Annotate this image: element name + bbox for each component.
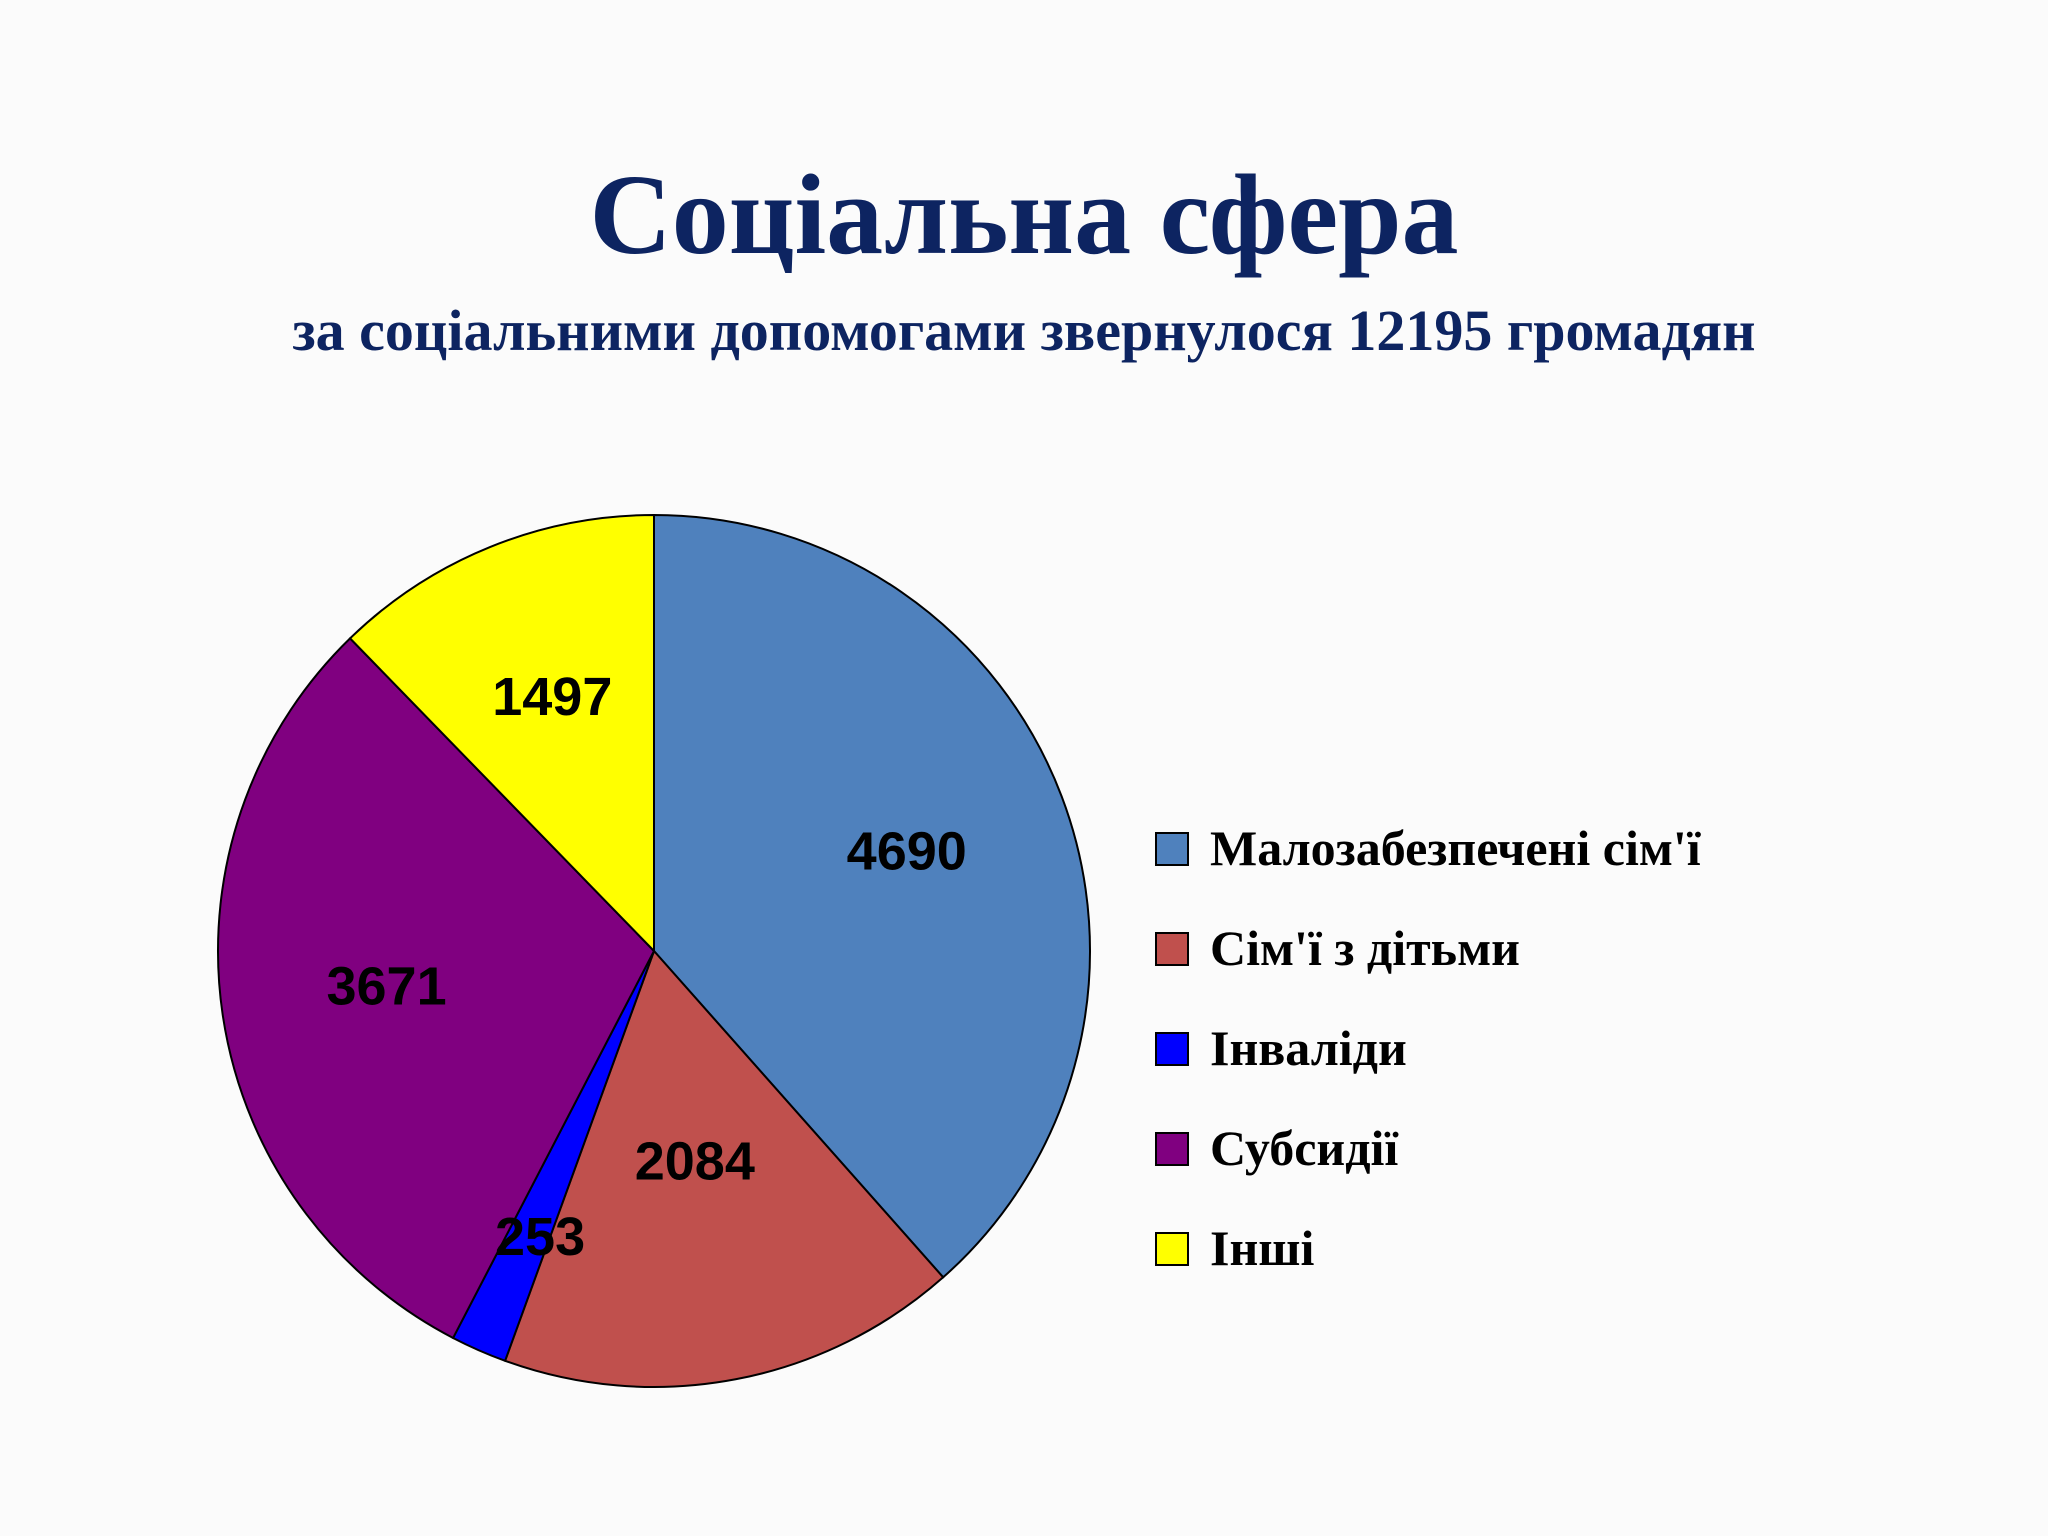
chart-legend: Малозабезпечені сім'ї Сім'ї з дітьми Інвал… (1155, 800, 2035, 1300)
slice-data-label: 3671 (326, 957, 446, 1017)
legend-item: Інваліди (1155, 1000, 2035, 1100)
slice-data-label: 253 (495, 1207, 585, 1267)
legend-swatch (1155, 1232, 1189, 1266)
slice-data-label: 1497 (492, 667, 612, 727)
slice-data-label: 2084 (635, 1131, 755, 1191)
legend-label: Інваліди (1210, 1020, 1407, 1076)
legend-label: Інші (1210, 1220, 1315, 1276)
slide-subtitle: за соціальними допомогами звернулося 121… (292, 298, 1756, 363)
legend-item: Сім'ї з дітьми (1155, 900, 2035, 1000)
legend-swatch (1155, 1132, 1189, 1166)
legend-swatch (1155, 1032, 1189, 1066)
legend-label: Сім'ї з дітьми (1210, 920, 1520, 976)
pie-slices (217, 513, 1091, 1388)
pie-slice (653, 513, 1091, 1279)
legend-item: Субсидії (1155, 1100, 2035, 1200)
legend-swatch (1155, 932, 1189, 966)
legend-item: Малозабезпечені сім'ї (1155, 800, 2035, 900)
slide-title: Соціальна сфера (589, 151, 1459, 278)
pie-labels: 4690 2084 253 3671 1497 (326, 667, 966, 1267)
legend-label: Субсидії (1210, 1120, 1399, 1176)
legend-swatch (1155, 832, 1189, 866)
pie-slice (217, 636, 656, 1340)
pie-slice (348, 513, 655, 954)
legend-item: Інші (1155, 1200, 2035, 1300)
legend-label: Малозабезпечені сім'ї (1210, 820, 1701, 876)
slice-data-label: 4690 (847, 821, 967, 881)
